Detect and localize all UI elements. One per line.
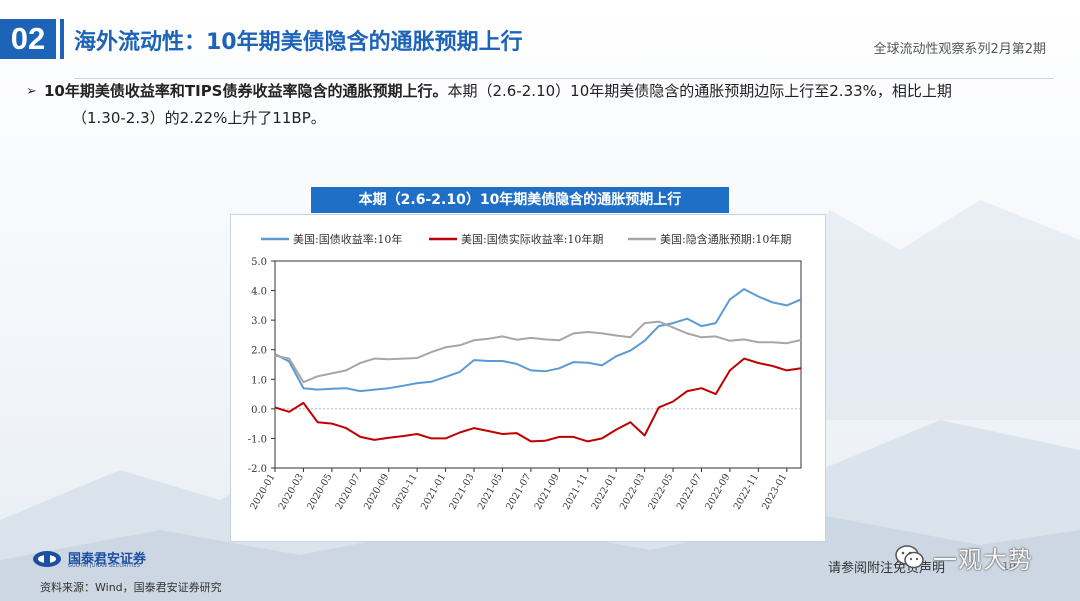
logo-chinese-name: 国泰君安证券 bbox=[68, 552, 147, 567]
y-tick-label: 3.0 bbox=[251, 316, 267, 327]
x-tick-label: 2022-05 bbox=[646, 472, 675, 512]
x-tick-label: 2020-05 bbox=[305, 472, 334, 512]
series-line-1 bbox=[274, 288, 802, 393]
x-tick-label: 2022-09 bbox=[703, 472, 732, 512]
legend-label-3: 美国:隐含通胀预期:10年期 bbox=[660, 232, 791, 246]
x-tick-label: 2022-07 bbox=[675, 472, 704, 512]
y-tick-label: -2.0 bbox=[248, 464, 267, 475]
wechat-icon bbox=[895, 545, 924, 569]
legend-label-2: 美国:国债实际收益率:10年期 bbox=[461, 232, 603, 246]
summary-bold: 10年期美债收益率和TIPS债券收益率隐含的通胀预期上行。 bbox=[44, 82, 448, 100]
x-tick-label: 2023-01 bbox=[760, 472, 789, 512]
plot-frame bbox=[274, 260, 802, 469]
header-divider bbox=[60, 19, 64, 59]
y-tick-label: 2.0 bbox=[251, 346, 267, 357]
series-line-3 bbox=[274, 320, 802, 384]
report-series-tag: 全球流动性观察系列2月第2期 bbox=[873, 42, 1046, 57]
x-tick-label: 2021-01 bbox=[419, 472, 448, 512]
data-source: 资料来源：Wind，国泰君安证券研究 bbox=[40, 581, 222, 594]
x-tick-label: 2021-07 bbox=[504, 472, 533, 512]
x-tick-label: 2021-09 bbox=[533, 472, 562, 512]
x-tick-label: 2020-01 bbox=[248, 472, 277, 512]
x-tick-label: 2020-09 bbox=[362, 472, 391, 512]
legend-label-1: 美国:国债收益率:10年 bbox=[293, 232, 402, 246]
x-tick-label: 2020-11 bbox=[390, 472, 419, 512]
x-tick-label: 2022-03 bbox=[618, 472, 647, 512]
page-number: 10 bbox=[1002, 560, 1016, 573]
x-tick-label: 2022-11 bbox=[732, 472, 761, 512]
slide-title: 海外流动性：10年期美债隐含的通胀预期上行 bbox=[74, 30, 523, 55]
slide-header: 02 海外流动性：10年期美债隐含的通胀预期上行 全球流动性观察系列2月第2期 bbox=[0, 14, 1080, 79]
bullet-arrow-icon: ➢ bbox=[26, 84, 37, 99]
logo-english-name: GUOTAI JUNAN SECURITIES bbox=[68, 563, 141, 569]
x-tick-label: 2021-05 bbox=[476, 472, 505, 512]
y-tick-label: 0.0 bbox=[251, 405, 267, 416]
y-tick-label: 1.0 bbox=[251, 375, 267, 386]
x-tick-label: 2020-07 bbox=[334, 472, 363, 512]
chart-panel: 5.0 4.0 3.0 2.0 1.0 0.0 -1.0 -2.0 2020-01 2020-03… bbox=[230, 214, 826, 542]
x-tick-label: 2020-03 bbox=[277, 472, 306, 512]
x-tick-label: 2022-01 bbox=[590, 472, 619, 512]
header-rule bbox=[74, 78, 1054, 79]
y-tick-label: 4.0 bbox=[251, 287, 267, 298]
series-line-2 bbox=[274, 357, 802, 443]
x-tick-label: 2021-11 bbox=[561, 472, 590, 512]
section-number-badge: 02 bbox=[0, 19, 56, 59]
wechat-watermark: 一观大势 bbox=[895, 536, 1065, 576]
x-tick-label: 2021-03 bbox=[447, 472, 476, 512]
chart-title: 本期（2.6-2.10）10年期美债隐含的通胀预期上行 bbox=[311, 187, 729, 213]
summary-rest: 本期（2.6-2.10）10年期美债隐含的通胀预期边际上行至2.33%，相比上期 bbox=[447, 82, 952, 100]
logo-mark-icon bbox=[33, 551, 61, 567]
y-tick-label: -1.0 bbox=[248, 434, 267, 445]
summary-line-2: （1.30-2.3）的2.22%上升了11BP。 bbox=[72, 109, 326, 127]
summary-line-1: 10年期美债收益率和TIPS债券收益率隐含的通胀预期上行。本期（2.6-2.10… bbox=[44, 78, 952, 105]
y-tick-label: 5.0 bbox=[251, 257, 267, 268]
company-logo: 国泰君安证券 GUOTAI JUNAN SECURITIES bbox=[32, 548, 182, 570]
watermark-text: 一观大势 bbox=[933, 546, 1033, 574]
